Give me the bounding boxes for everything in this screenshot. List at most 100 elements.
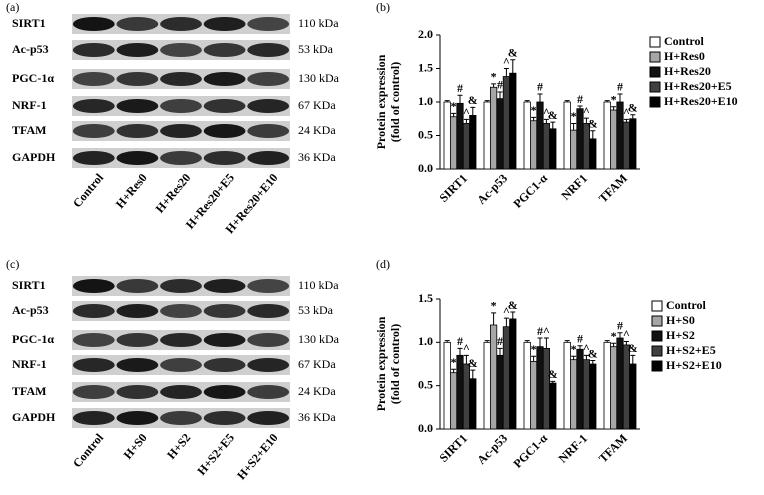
bar: [536, 346, 544, 430]
legend-swatch: [649, 51, 661, 63]
blot-band: [72, 358, 115, 372]
row-label: TFAM: [12, 123, 46, 137]
significance-marker: ^: [623, 105, 630, 119]
lane-label: H+S2+E5: [194, 431, 237, 478]
y-tick-label: 1.0: [418, 94, 433, 108]
blot-band: [116, 43, 159, 57]
blot-band: [203, 124, 246, 138]
blot-band: [116, 333, 159, 347]
error-bar: [611, 106, 617, 111]
y-tick-label: 0.0: [418, 421, 433, 435]
blot-band: [72, 151, 115, 165]
blot-band: [247, 279, 290, 293]
x-tick-label: Ac-p53: [474, 171, 510, 207]
blot-band: [72, 279, 115, 293]
error-bar: [590, 360, 596, 364]
error-bar: [510, 59, 516, 74]
error-bar: [463, 118, 469, 124]
bar: [589, 363, 597, 430]
significance-marker: #: [537, 324, 543, 338]
bar: [549, 382, 557, 430]
significance-marker: *: [611, 92, 617, 106]
legend-swatch: [651, 345, 663, 357]
bar: [502, 76, 511, 170]
blot-band: [203, 279, 246, 293]
significance-marker: ^: [503, 54, 510, 68]
x-tick-label: PGC1-α: [510, 431, 550, 471]
blot-band: [160, 72, 202, 86]
bar: [462, 123, 471, 170]
panel-label: (d): [376, 257, 390, 271]
error-bar: [503, 317, 509, 327]
error-bar: [617, 93, 623, 102]
significance-marker: *: [531, 342, 537, 356]
blot-band: [203, 358, 246, 372]
blot-band: [116, 279, 159, 293]
error-bar: [497, 347, 503, 356]
error-bar: [543, 337, 549, 349]
blot-band: [160, 333, 202, 347]
blot-band: [116, 124, 159, 138]
error-bar: [564, 100, 570, 102]
legend-swatch: [651, 300, 663, 312]
error-bar: [611, 342, 617, 347]
blot-band: [203, 17, 246, 31]
legend-swatch: [651, 330, 663, 342]
size-label: 67 KDa: [298, 98, 336, 112]
significance-marker: *: [491, 70, 497, 84]
bar: [523, 101, 531, 170]
bar: [563, 341, 571, 430]
significance-marker: #: [457, 334, 463, 348]
lane-label: H+S0: [121, 431, 150, 462]
blot-band: [116, 411, 159, 425]
error-bar: [457, 94, 463, 104]
significance-marker: *: [571, 342, 577, 356]
significance-marker: *: [611, 329, 617, 343]
bar: [610, 346, 618, 430]
size-label: 130 kDa: [298, 71, 340, 85]
blot-band: [247, 99, 290, 113]
blot-band: [160, 411, 202, 425]
blot-band: [72, 124, 115, 138]
panel-label: (c): [6, 257, 19, 271]
bar: [629, 118, 637, 170]
y-axis-label: (fold of control): [388, 324, 402, 404]
panel-label: (b): [376, 0, 390, 14]
bar: [496, 354, 504, 430]
bar: [549, 128, 557, 170]
x-tick-label: Ac-p53: [474, 431, 510, 467]
row-label: PGC-1α: [12, 71, 54, 85]
legend-label: Control: [664, 34, 704, 48]
error-bar: [497, 91, 503, 99]
blot-band: [116, 385, 159, 399]
y-tick-label: 0.0: [418, 161, 433, 175]
significance-marker: *: [531, 103, 537, 117]
y-tick-label: 1.0: [418, 334, 433, 348]
error-bar: [617, 332, 623, 338]
panel-label: (a): [6, 0, 19, 14]
bar: [509, 318, 517, 430]
bar: [469, 378, 477, 430]
blot-band: [116, 304, 159, 318]
y-axis-label: Protein expression: [374, 316, 388, 411]
error-bar: [590, 130, 596, 139]
bar: [629, 363, 637, 430]
legend-swatch: [649, 66, 661, 78]
error-bar: [491, 83, 497, 88]
error-bar: [571, 122, 577, 131]
legend-label: H+Res20+E5: [664, 79, 732, 93]
legend-swatch: [651, 315, 663, 327]
blot-band: [72, 385, 115, 399]
blot-band: [160, 151, 202, 165]
legend-label: H+S2+E10: [666, 358, 722, 372]
blot-band: [116, 99, 159, 113]
bar: [530, 360, 538, 430]
blot-band: [160, 124, 202, 138]
error-bar: [491, 312, 497, 325]
bar: [523, 341, 531, 430]
x-tick-label: NRF-1: [556, 431, 590, 465]
bar: [622, 121, 631, 170]
blot-band: [116, 72, 159, 86]
error-bar: [571, 355, 577, 360]
